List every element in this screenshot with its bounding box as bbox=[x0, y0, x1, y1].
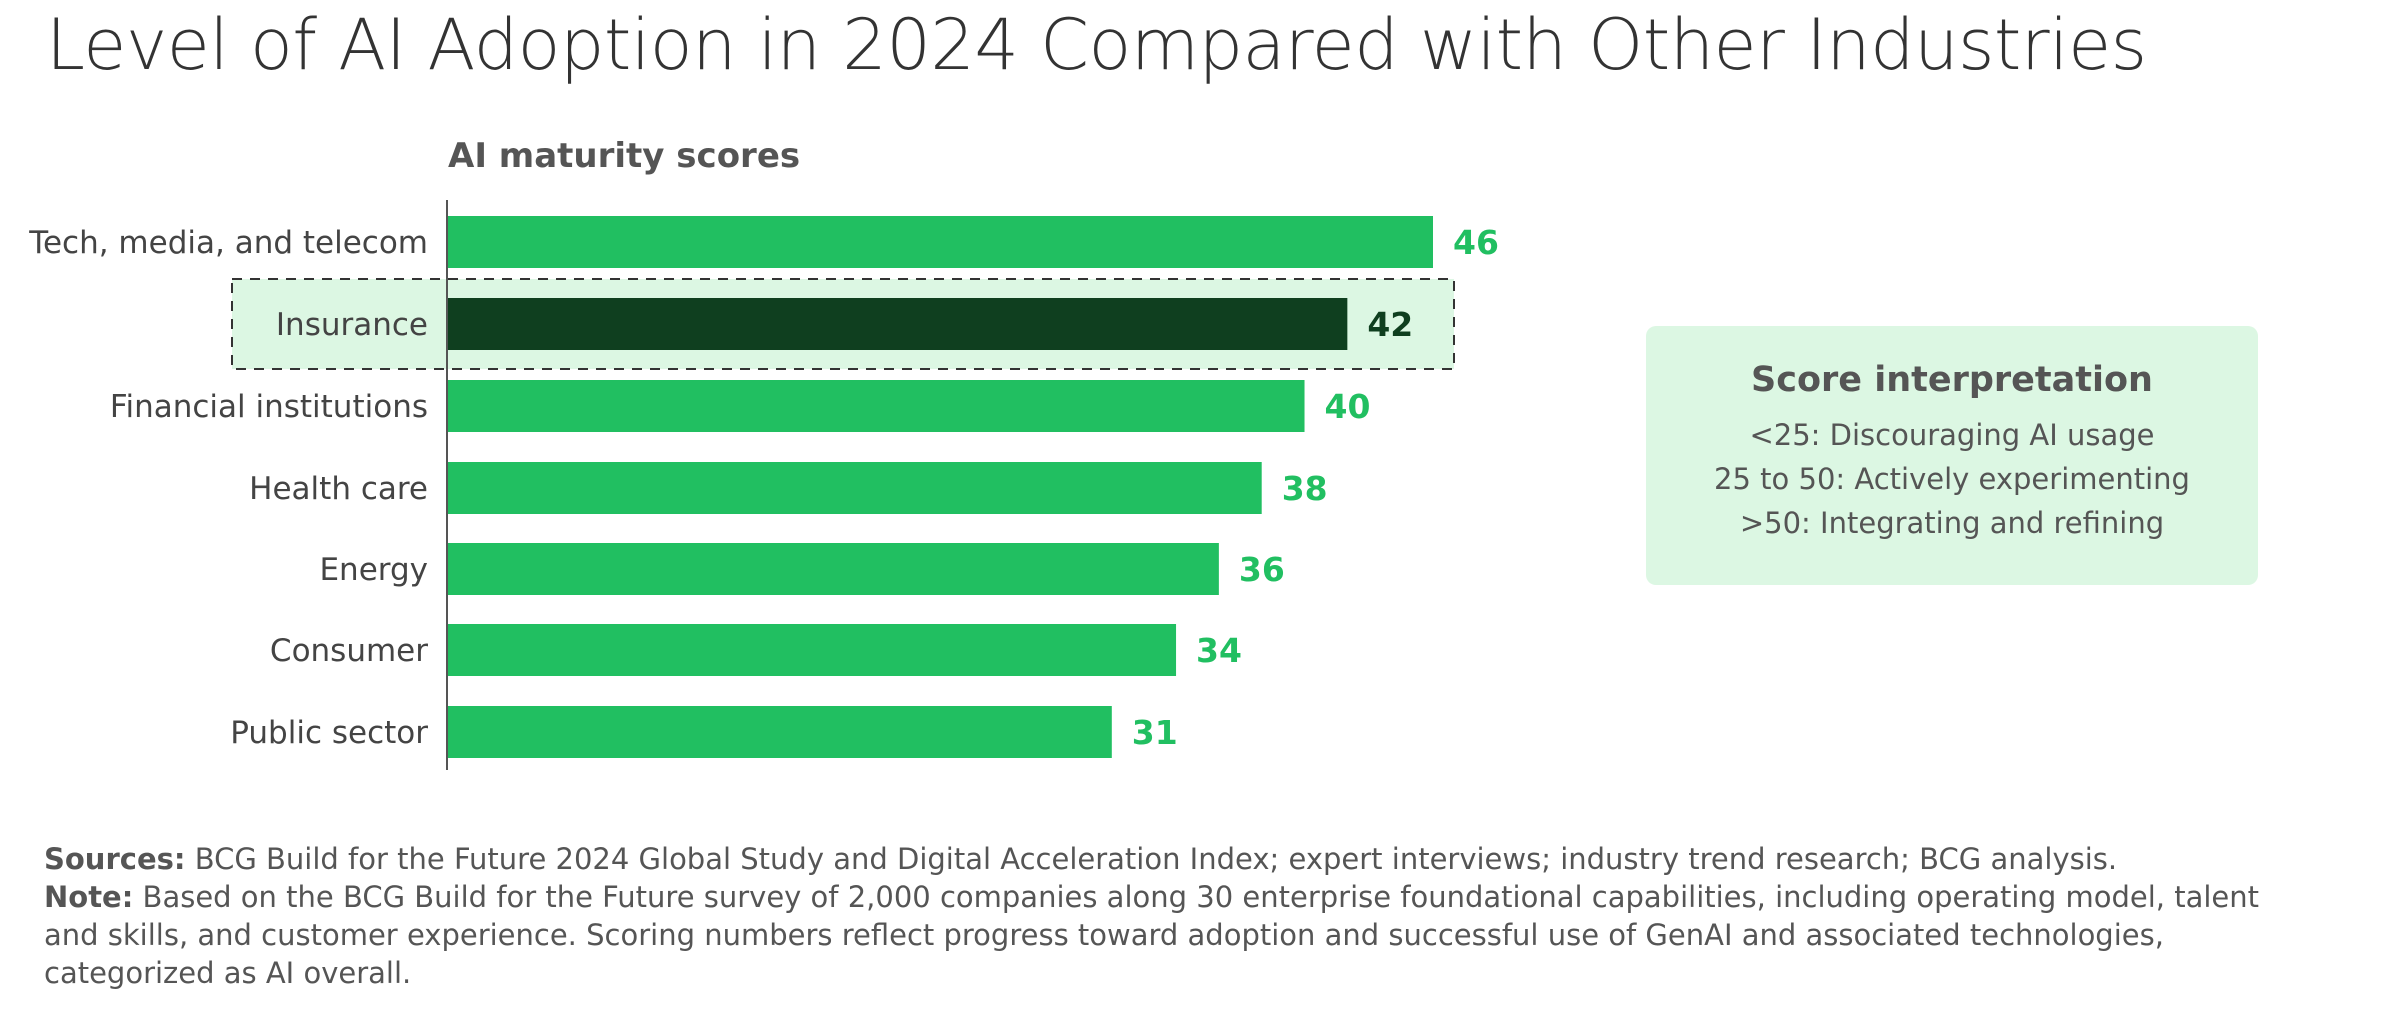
value-label: 42 bbox=[1367, 305, 1413, 344]
category-label: Health care bbox=[249, 471, 428, 507]
chart-subtitle: AI maturity scores bbox=[448, 136, 800, 176]
note-text: Based on the BCG Build for the Future su… bbox=[44, 880, 2259, 990]
footnote: Sources: BCG Build for the Future 2024 G… bbox=[44, 840, 2274, 992]
category-label: Insurance bbox=[276, 307, 428, 343]
bar-health-care bbox=[448, 462, 1262, 514]
value-label: 36 bbox=[1239, 550, 1285, 589]
value-label: 34 bbox=[1196, 631, 1242, 670]
bar-insurance bbox=[448, 298, 1347, 350]
sources-text: BCG Build for the Future 2024 Global Stu… bbox=[185, 842, 2117, 876]
category-label: Financial institutions bbox=[110, 389, 428, 425]
category-label: Tech, media, and telecom bbox=[28, 225, 428, 261]
category-label: Energy bbox=[319, 552, 428, 588]
legend-line-low: <25: Discouraging AI usage bbox=[1646, 418, 2258, 452]
note-line: Note: Based on the BCG Build for the Fut… bbox=[44, 878, 2274, 992]
sources-line: Sources: BCG Build for the Future 2024 G… bbox=[44, 840, 2274, 878]
bar-chart: AI maturity scores Tech, media, and tele… bbox=[0, 0, 1560, 800]
bar-consumer bbox=[448, 624, 1176, 676]
value-label: 40 bbox=[1325, 387, 1371, 426]
value-label: 31 bbox=[1132, 713, 1178, 752]
legend-line-high: >50: Integrating and refining bbox=[1646, 506, 2258, 540]
value-label: 46 bbox=[1453, 223, 1499, 262]
category-label: Public sector bbox=[230, 715, 428, 751]
value-label: 38 bbox=[1282, 469, 1328, 508]
legend-line-mid: 25 to 50: Actively experimenting bbox=[1646, 462, 2258, 496]
category-label: Consumer bbox=[270, 633, 428, 669]
score-interpretation-box: Score interpretation <25: Discouraging A… bbox=[1646, 326, 2258, 585]
bar-financial-institutions bbox=[448, 380, 1305, 432]
bar-energy bbox=[448, 543, 1219, 595]
bar-public-sector bbox=[448, 706, 1112, 758]
legend-title: Score interpretation bbox=[1646, 360, 2258, 400]
note-label: Note: bbox=[44, 880, 133, 914]
bar-tech-media-and-telecom bbox=[448, 216, 1433, 268]
sources-label: Sources: bbox=[44, 842, 185, 876]
